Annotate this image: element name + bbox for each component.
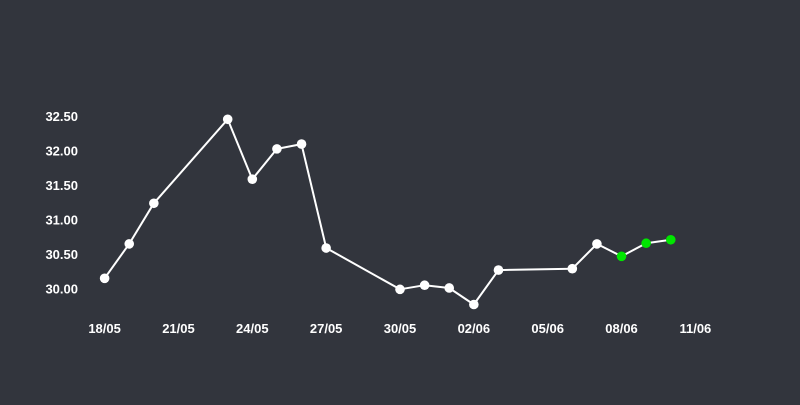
- data-point: [99, 273, 110, 284]
- y-tick-label: 30.50: [45, 247, 78, 262]
- y-tick-label: 32.50: [45, 109, 78, 124]
- x-tick-label: 08/06: [605, 321, 638, 336]
- y-tick-label: 31.50: [45, 178, 78, 193]
- data-point: [321, 243, 331, 253]
- x-tick-label: 21/05: [162, 321, 195, 336]
- x-tick-label: 24/05: [236, 321, 269, 336]
- x-tick-label: 11/06: [679, 321, 711, 336]
- y-axis-ticks: 30.00 30.50 31.00 31.50 32.00 32.50: [45, 109, 78, 296]
- data-point: [149, 198, 159, 209]
- y-tick-label: 32.00: [45, 144, 78, 159]
- highlighted-data-point: [665, 234, 676, 245]
- data-point: [222, 114, 233, 125]
- highlighted-data-point: [641, 238, 651, 249]
- data-point: [247, 174, 258, 184]
- data-point: [124, 239, 135, 249]
- x-tick-label: 30/05: [384, 321, 417, 336]
- data-point: [444, 283, 455, 293]
- y-tick-label: 31.00: [45, 212, 78, 227]
- x-tick-label: 18/05: [88, 321, 121, 336]
- data-point: [272, 144, 282, 154]
- series-points: [99, 114, 676, 310]
- data-point: [592, 239, 602, 249]
- x-tick-label: 02/06: [458, 321, 491, 336]
- series-line: [103, 118, 671, 306]
- y-tick-label: 30.00: [45, 281, 78, 296]
- data-point: [419, 280, 430, 291]
- x-axis-ticks: 18/05 21/05 24/05 27/05 30/05 02/06 05/06 08/06…: [88, 321, 711, 336]
- x-tick-label: 05/06: [531, 321, 564, 336]
- data-point: [469, 299, 479, 310]
- series-line-path: [103, 118, 671, 306]
- data-point: [567, 263, 578, 274]
- x-tick-label: 27/05: [310, 321, 343, 336]
- data-point: [395, 284, 405, 295]
- highlighted-data-point: [616, 251, 627, 262]
- data-point: [493, 265, 504, 275]
- data-point: [296, 139, 307, 149]
